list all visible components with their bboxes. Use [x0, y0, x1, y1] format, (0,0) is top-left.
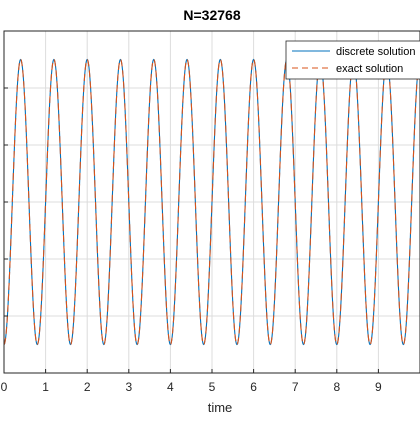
legend-label-discrete-solution: discrete solution [336, 46, 416, 58]
legend-box [285, 40, 420, 80]
x-tick-label: 1 [42, 380, 49, 394]
x-tick-label: 2 [84, 380, 91, 394]
chart-title: N=32768 [183, 7, 240, 23]
x-tick-label: 8 [333, 380, 340, 394]
ticks: 0 1 2 3 4 5 6 7 8 9 [1, 30, 420, 394]
x-tick-label: 4 [167, 380, 174, 394]
legend: discrete solution exact solution [285, 40, 420, 80]
x-axis-label: time [208, 400, 233, 415]
x-tick-label: 5 [209, 380, 216, 394]
x-tick-label: 0 [1, 380, 8, 394]
x-tick-label: 7 [292, 380, 299, 394]
legend-label-exact-solution: exact solution [336, 63, 403, 75]
x-tick-label: 6 [250, 380, 257, 394]
x-tick-label: 9 [375, 380, 382, 394]
x-tick-label: 3 [125, 380, 132, 394]
